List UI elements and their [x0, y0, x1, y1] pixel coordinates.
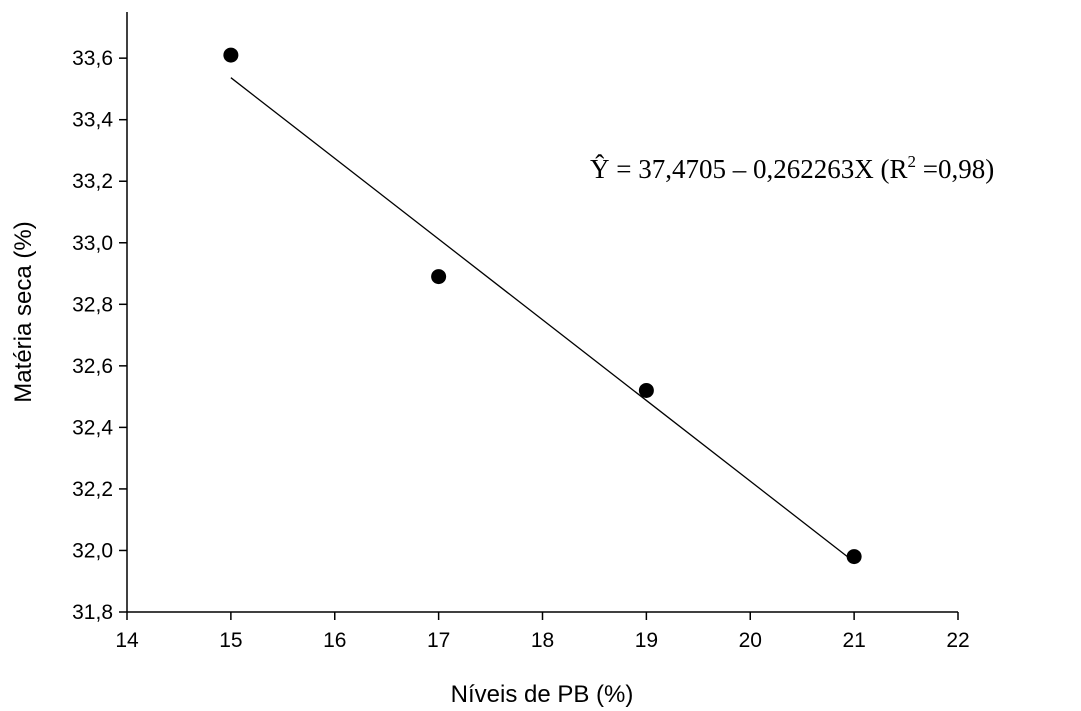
equation-superscript: 2 [907, 152, 916, 171]
y-tick-label: 32,6 [72, 355, 113, 378]
axes [126, 12, 958, 613]
x-tick-label: 15 [219, 629, 242, 652]
y-tick-label: 33,2 [72, 170, 113, 193]
x-tick-label: 22 [946, 629, 969, 652]
x-tick-label: 14 [115, 629, 139, 652]
data-point [846, 549, 862, 565]
y-tick-label: 33,4 [72, 109, 113, 132]
equation-lead: Ŷ = 37,4705 – 0,262263X (R [590, 154, 907, 184]
x-tick-label: 20 [739, 629, 762, 652]
y-tick-label: 33,0 [72, 232, 113, 255]
y-tick-label: 32,8 [72, 293, 113, 316]
fit-line-group [230, 77, 855, 563]
y-tick-label: 33,6 [72, 47, 113, 70]
ticks: 14 15 16 17 18 19 20 21 22 31,8 32,0 32,2 32,4 32,6 32… [72, 47, 970, 652]
data-points [223, 47, 862, 565]
x-tick-label: 21 [842, 629, 865, 652]
data-point [431, 269, 447, 285]
regression-line [230, 77, 855, 563]
y-tick-label: 31,8 [72, 601, 113, 624]
regression-equation: Ŷ = 37,4705 – 0,262263X (R2 =0,98) [590, 152, 994, 184]
y-tick-label: 32,4 [72, 416, 113, 439]
y-axis-title: Matéria seca (%) [10, 221, 37, 402]
x-axis-title: Níveis de PB (%) [451, 681, 634, 708]
x-tick-label: 19 [635, 629, 658, 652]
y-tick-label: 32,2 [72, 478, 113, 501]
data-point [638, 382, 654, 398]
x-tick-label: 16 [323, 629, 346, 652]
y-tick-label: 32,0 [72, 539, 113, 562]
data-point [223, 47, 239, 63]
x-tick-label: 17 [427, 629, 450, 652]
x-tick-label: 18 [531, 629, 554, 652]
equation-tail: =0,98) [916, 154, 994, 184]
